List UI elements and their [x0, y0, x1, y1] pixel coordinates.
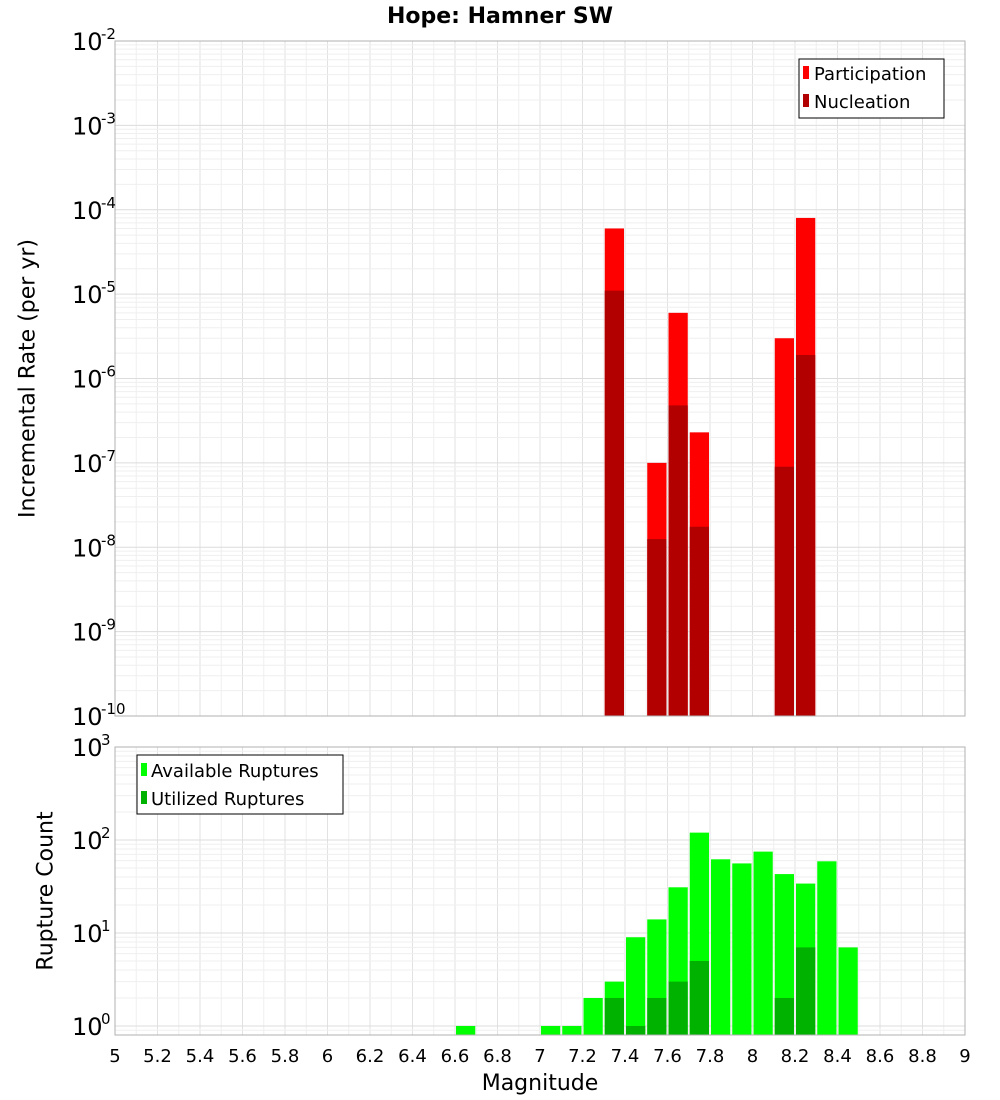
x-tick-label: 9: [959, 1046, 970, 1067]
count-plot-frame: [114, 746, 966, 1036]
x-tick-label: 8.8: [908, 1046, 937, 1067]
utilized-ruptures-bar: [774, 997, 794, 1035]
y-tick-label: 10: [72, 197, 103, 225]
y-tick-label: 10: [72, 827, 103, 855]
x-axis-label: Magnitude: [482, 1071, 599, 1096]
x-tick-label: 8: [747, 1046, 758, 1067]
nucleation-bar: [668, 405, 688, 716]
available-ruptures-bar: [562, 1025, 582, 1035]
x-tick-label: 8.2: [781, 1046, 810, 1067]
x-tick-label: 6.8: [483, 1046, 512, 1067]
count-bars: [456, 832, 858, 1035]
utilized-ruptures-bar: [689, 960, 709, 1035]
available-ruptures-bar: [711, 859, 731, 1035]
y-tick-exponent: -6: [101, 363, 116, 381]
available-ruptures-bar: [583, 997, 603, 1035]
x-tick-label: 5.8: [271, 1046, 300, 1067]
nucleation-legend-swatch: [803, 94, 809, 107]
y-tick-exponent: -4: [101, 194, 116, 212]
x-tick-label: 7.4: [611, 1046, 640, 1067]
y-tick-exponent: 0: [101, 1010, 111, 1028]
y-tick-exponent: 2: [101, 824, 111, 842]
y-tick-exponent: -9: [101, 616, 116, 634]
x-tick-label: 8.4: [823, 1046, 852, 1067]
rate-y-axis-label: Incremental Rate (per yr): [16, 239, 41, 518]
participation-legend-swatch: [803, 66, 809, 79]
x-tick-label: 7.6: [653, 1046, 682, 1067]
available-ruptures-bar: [732, 863, 752, 1035]
y-tick-label: 10: [72, 920, 103, 948]
nucleation-bar: [796, 354, 816, 716]
utilized-legend-label: Utilized Ruptures: [151, 789, 304, 810]
rate-grid: [114, 40, 966, 717]
x-tick-label: 6: [322, 1046, 333, 1067]
count-legend-box: [136, 754, 344, 815]
x-tick-label: 7.8: [696, 1046, 725, 1067]
y-tick-label: 10: [72, 619, 103, 647]
utilized-ruptures-bar: [626, 1025, 646, 1035]
available-legend-swatch: [141, 763, 147, 776]
x-axis-ticks: 5 5.2 5.4 5.6 5.8 6 6.2 6.4 6.6 6.8 7 7.2 7.4 7.6 7.8 8…: [109, 1046, 970, 1067]
y-tick-label: 10: [72, 28, 103, 56]
y-tick-exponent: -2: [101, 25, 116, 43]
y-tick-exponent: -10: [101, 700, 126, 718]
available-ruptures-bar: [774, 874, 794, 1035]
nucleation-bar: [604, 290, 624, 716]
rate-bars: [604, 217, 816, 716]
y-tick-exponent: 3: [101, 731, 111, 749]
x-tick-label: 5.2: [143, 1046, 172, 1067]
y-tick-label: 10: [72, 366, 103, 394]
nucleation-bar: [774, 466, 794, 716]
nucleation-bar: [647, 539, 667, 716]
y-tick-label: 10: [72, 450, 103, 478]
utilized-ruptures-bar: [647, 997, 667, 1035]
x-tick-label: 5.6: [228, 1046, 257, 1067]
y-tick-label: 10: [72, 1013, 103, 1041]
y-tick-exponent: -8: [101, 531, 116, 549]
nucleation-bar: [689, 526, 709, 716]
y-tick-label: 10: [72, 281, 103, 309]
utilized-ruptures-bar: [604, 997, 624, 1035]
x-tick-label: 6.2: [356, 1046, 385, 1067]
available-ruptures-bar: [626, 937, 646, 1035]
y-tick-label: 10: [72, 112, 103, 140]
participation-legend-label: Participation: [814, 64, 926, 85]
available-ruptures-bar: [817, 861, 837, 1035]
utilized-ruptures-bar: [668, 981, 688, 1035]
chart-title: Hope: Hamner SW: [387, 4, 613, 29]
rate-legend-box: [798, 58, 945, 119]
count-legend: Available Ruptures Utilized Ruptures: [136, 754, 344, 815]
available-ruptures-bar: [753, 851, 773, 1035]
x-tick-label: 6.6: [441, 1046, 470, 1067]
available-ruptures-bar: [838, 947, 858, 1035]
available-ruptures-bar: [541, 1025, 561, 1035]
x-tick-label: 5.4: [186, 1046, 215, 1067]
available-ruptures-bar: [456, 1025, 476, 1035]
y-tick-label: 10: [72, 534, 103, 562]
y-tick-exponent: -5: [101, 278, 116, 296]
nucleation-legend-label: Nucleation: [814, 92, 910, 113]
x-tick-label: 8.6: [866, 1046, 895, 1067]
x-tick-label: 7: [534, 1046, 545, 1067]
y-tick-exponent: -7: [101, 447, 116, 465]
y-tick-exponent: 1: [101, 917, 111, 935]
x-tick-label: 5: [109, 1046, 120, 1067]
available-legend-label: Available Ruptures: [151, 761, 319, 782]
utilized-legend-swatch: [141, 791, 147, 804]
rate-plot-frame: [114, 40, 966, 717]
rate-legend: Participation Nucleation: [798, 58, 945, 119]
y-tick-label: 10: [72, 734, 103, 762]
y-tick-label: 10: [72, 703, 103, 731]
y-tick-exponent: -3: [101, 109, 116, 127]
x-tick-label: 6.4: [398, 1046, 427, 1067]
count-y-axis-label: Rupture Count: [34, 811, 59, 971]
x-tick-label: 7.2: [568, 1046, 597, 1067]
utilized-ruptures-bar: [796, 947, 816, 1035]
